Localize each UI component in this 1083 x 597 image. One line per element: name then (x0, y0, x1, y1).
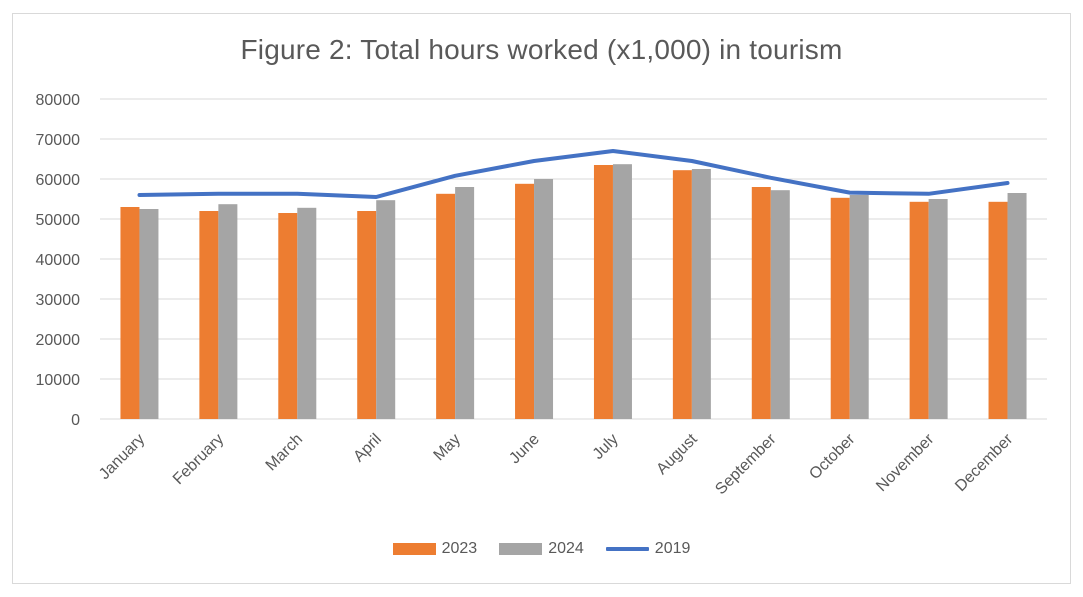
legend-label-2023: 2023 (442, 540, 478, 558)
legend-label-2024: 2024 (548, 540, 584, 558)
bar-2023-march (278, 213, 297, 419)
legend-swatch-2019 (606, 547, 649, 551)
x-tick-label: March (263, 431, 306, 474)
bar-2024-april (376, 200, 395, 419)
bar-2023-september (752, 187, 771, 419)
bar-2024-january (139, 209, 158, 419)
bar-2023-december (989, 202, 1008, 419)
bar-2024-may (455, 187, 474, 419)
bar-2023-august (673, 170, 692, 419)
y-tick-label: 60000 (36, 172, 81, 189)
x-tick-label: May (431, 431, 464, 464)
line-2019 (140, 151, 1008, 197)
bar-2024-november (929, 199, 948, 419)
legend-swatch-2024 (499, 543, 542, 555)
legend-item-2024: 2024 (499, 540, 584, 558)
y-tick-label: 20000 (36, 332, 81, 349)
x-tick-label: August (653, 430, 701, 478)
bar-2024-july (613, 164, 632, 419)
bar-2024-march (297, 208, 316, 419)
x-tick-label: February (170, 431, 227, 488)
bar-2023-february (199, 211, 218, 419)
legend-item-2019: 2019 (606, 540, 691, 558)
x-tick-label: January (96, 431, 148, 483)
bar-series (120, 164, 1026, 419)
bar-2023-october (831, 198, 850, 419)
x-tick-label: September (712, 430, 780, 498)
x-tick-label: June (506, 431, 543, 468)
y-tick-label: 50000 (36, 212, 81, 229)
y-tick-label: 70000 (36, 132, 81, 149)
x-tick-label: July (590, 431, 622, 463)
line-series (139, 151, 1007, 197)
x-tick-label: April (350, 431, 385, 466)
bar-2024-august (692, 169, 711, 419)
legend: 2023 2024 2019 (0, 540, 1083, 558)
bar-2023-january (120, 207, 139, 419)
legend-swatch-2023 (393, 543, 436, 555)
y-tick-label: 40000 (36, 252, 81, 269)
y-axis-ticks: 0 10000 20000 30000 40000 50000 60000 70000 8000… (36, 92, 81, 429)
bar-2024-june (534, 179, 553, 419)
x-tick-label: November (873, 430, 938, 495)
bar-2023-may (436, 194, 455, 419)
bar-2024-february (218, 204, 237, 419)
bar-2024-december (1008, 193, 1027, 419)
bar-2024-september (771, 190, 790, 419)
gridlines (100, 99, 1047, 419)
legend-label-2019: 2019 (655, 540, 691, 558)
bar-2023-june (515, 184, 534, 419)
y-tick-label: 0 (71, 412, 80, 429)
x-axis-ticks: January February March April May June July Augu… (96, 430, 1017, 498)
bar-2023-july (594, 165, 613, 419)
bar-2023-november (910, 202, 929, 419)
bar-2024-october (850, 195, 869, 419)
bar-2023-april (357, 211, 376, 419)
y-tick-label: 80000 (36, 92, 81, 109)
legend-item-2023: 2023 (393, 540, 478, 558)
y-tick-label: 30000 (36, 292, 81, 309)
y-tick-label: 10000 (36, 372, 81, 389)
x-tick-label: October (806, 430, 859, 483)
x-tick-label: December (952, 430, 1017, 495)
